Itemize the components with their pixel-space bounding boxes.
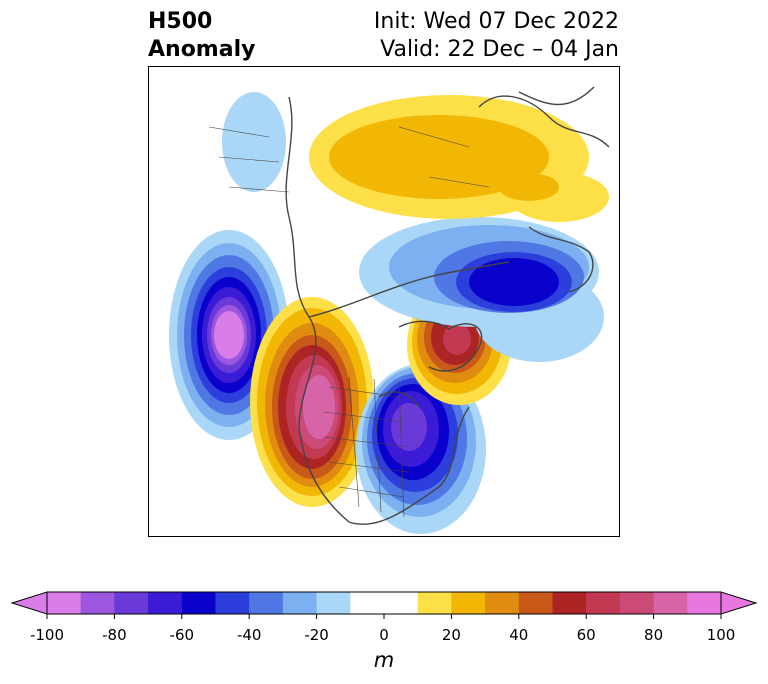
colorbar-tick-label: -100 [29,626,65,644]
colorbar-bin [384,592,419,614]
colorbar-tick-label: -40 [236,626,262,644]
colorbar-tick-label: -20 [304,626,329,644]
colorbar-extend-min [10,591,48,615]
colorbar-bin [417,592,452,614]
colorbar-bin [350,592,385,614]
colorbar-tick-label: 0 [379,626,389,644]
colorbar-bin [282,592,318,614]
colorbar-bin [249,592,284,614]
map-panel [148,66,620,537]
state-borders [208,126,490,518]
map-edge-mask [149,282,155,322]
colorbar-bin [80,592,115,614]
colorbar-tick-label: -80 [102,626,127,644]
anomaly-bering-negative [222,92,286,192]
colorbar-bin [316,592,351,614]
colorbar-tick-label: 40 [509,626,529,644]
colorbar-bin [181,592,216,614]
anomaly-ne-pacific-negative [169,230,289,440]
colorbar-tick-label: 100 [706,626,736,644]
title-init-date: Init: Wed 07 Dec 2022 [373,9,619,34]
colorbar-tick-label: 80 [644,626,664,644]
colorbar-bin [215,592,250,614]
anomaly-europe-negative [359,217,604,362]
colorbar-tick-label: -60 [169,626,195,644]
title-quantity: Anomaly [148,37,256,62]
anomaly-siberia-positive [309,95,609,222]
colorbar-bin [586,592,621,614]
coastlines [285,86,610,525]
colorbar-bin [148,592,183,614]
colorbar-extend-max [720,591,758,615]
colorbar-tick-label: 20 [441,626,461,644]
title-variable: H500 [148,9,213,34]
colorbar-bin [114,592,149,614]
title-valid-range: Valid: 22 Dec – 04 Jan [380,37,619,62]
anomaly-map [149,86,610,534]
colorbar-bin [619,592,655,614]
colorbar-bin [47,592,82,614]
colorbar-bin [485,592,520,614]
colorbar-bin [687,592,722,614]
colorbar-bin [451,592,486,614]
colorbar-bin [552,592,587,614]
map-title-left: H500 Anomaly [148,8,255,64]
map-title-right: Init: Wed 07 Dec 2022 Valid: 22 Dec – 04… [374,8,619,64]
colorbar-bin [518,592,553,614]
colorbar-unit-label: m [373,648,395,672]
colorbar-svg [10,591,758,619]
colorbar-tick-label: 60 [576,626,596,644]
colorbar [0,580,768,620]
colorbar-bin [653,592,688,614]
